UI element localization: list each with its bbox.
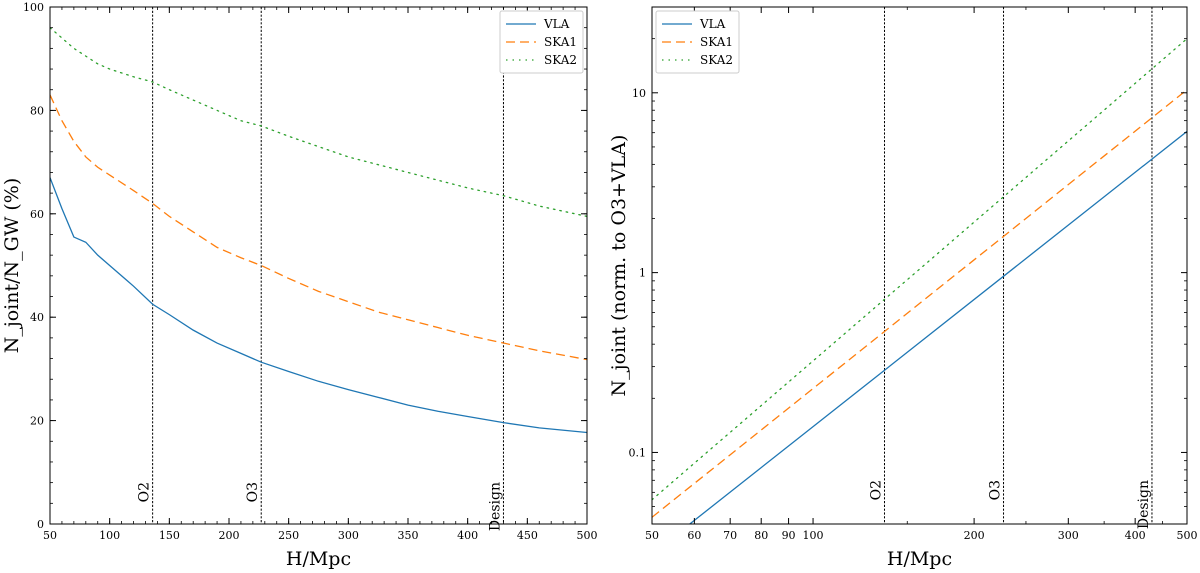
left-panel-linear: O2 O3 Design 50 100 150 200 250 300 350 400 450 500 0… [1,1,598,570]
axes-frame [651,6,1188,525]
series-line-vla [50,177,587,434]
y-tick-label: 60 [30,208,44,221]
x-tick-label: 300 [338,529,359,542]
x-axis-label: H/Mpc [286,548,351,570]
y-axis-label: N_joint (norm. to O3+VLA) [608,135,630,397]
legend-label-vla: VLA [699,17,726,31]
x-tick-label: 200 [219,529,240,542]
x-tick-label: 350 [398,529,419,542]
x-tick-label: 250 [278,529,299,542]
x-tick-label: 400 [1125,529,1146,542]
y-axis-label: N_joint/N_GW (%) [1,178,23,354]
vline-label-o3: O3 [245,482,261,502]
x-tick-label: 70 [723,529,737,542]
legend-box [655,10,740,74]
y-tick-label: 100 [23,1,44,14]
legend-box [499,10,584,74]
legend-label-vla: VLA [543,17,570,31]
series-line-vla [688,130,1187,524]
x-tick-label: 150 [159,529,180,542]
y-tick-label: 1 [639,267,646,280]
x-tick-label: 100 [803,529,824,542]
x-tick-label: 200 [964,529,985,542]
series-line-ska1 [50,94,587,361]
legend-label-ska2: SKA2 [544,53,577,67]
plot-area [50,7,587,524]
right-panel-loglog: O2 O3 Design 50 60 70 80 90 100 200 300 400 500 0.1 1 1… [608,6,1198,570]
x-tick-label: 80 [754,529,768,542]
x-tick-label: 300 [1058,529,1079,542]
x-tick-label: 450 [517,529,538,542]
vline-label-design: Design [1136,480,1152,529]
x-tick-label: 90 [782,529,796,542]
x-tick-label: 400 [457,529,478,542]
legend-label-ska1: SKA1 [544,35,577,49]
vline-label-design: Design [487,482,503,531]
x-tick-label: 50 [645,529,659,542]
series-line-ska2 [652,38,1187,501]
y-tick-label: 10 [632,87,646,100]
y-tick-label: 0 [37,518,44,531]
x-axis-label: H/Mpc [887,548,952,570]
plot-area [652,7,1187,524]
legend-label-ska2: SKA2 [700,53,733,67]
y-tick-label: 0.1 [629,446,647,459]
vline-label-o2: O2 [137,482,153,502]
series-line-ska2 [50,27,587,218]
x-tick-label: 50 [43,529,57,542]
legend: VLA SKA1 SKA2 [499,10,584,74]
x-tick-label: 60 [687,529,701,542]
series-line-ska1 [652,89,1187,518]
y-tick-label: 80 [30,104,44,117]
y-tick-label: 40 [30,311,44,324]
vline-label-o3: O3 [988,480,1004,500]
legend: VLA SKA1 SKA2 [655,10,740,74]
x-tick-label: 500 [1177,529,1198,542]
legend-label-ska1: SKA1 [700,35,733,49]
vline-label-o2: O2 [868,480,884,500]
x-tick-label: 500 [577,529,598,542]
x-tick-label: 100 [99,529,120,542]
y-tick-label: 20 [30,415,44,428]
axes-frame [49,6,588,525]
